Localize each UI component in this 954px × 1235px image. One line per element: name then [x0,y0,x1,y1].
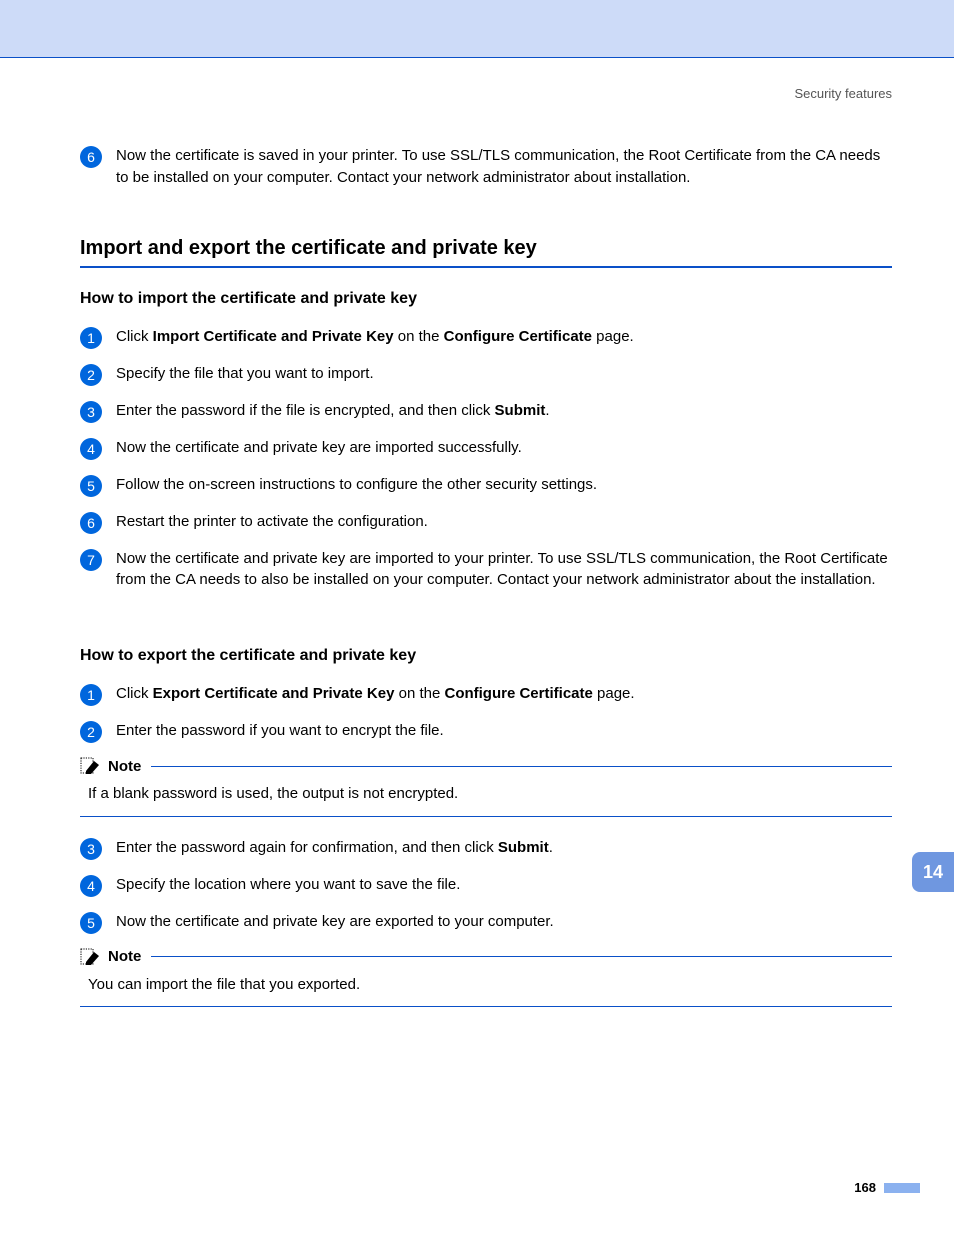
step-text: Enter the password if you want to encryp… [116,720,444,742]
step-number-bullet: 4 [80,875,102,897]
step-row: 5 Now the certificate and private key are… [80,911,892,934]
step-row: 3 Enter the password if the file is encry… [80,400,892,423]
note-icon [80,757,102,775]
page-number: 168 [854,1180,876,1195]
step-row: 2 Specify the file that you want to impor… [80,363,892,386]
step-text: Restart the printer to activate the conf… [116,511,428,533]
step-row: 7 Now the certificate and private key are… [80,548,892,592]
step-row: 2 Enter the password if you want to encry… [80,720,892,743]
note-rule [151,956,892,957]
step-text: Now the certificate and private key are … [116,437,522,459]
step-number-bullet: 6 [80,146,102,168]
step-row: 3 Enter the password again for confirmati… [80,837,892,860]
note-rule [151,766,892,767]
step-number-bullet: 2 [80,721,102,743]
import-steps-list: 1 Click Import Certificate and Private Ke… [80,326,892,592]
header-section-label: Security features [80,86,892,101]
step-text: Now the certificate and private key are … [116,911,554,933]
page-content: Security features 6 Now the certificate … [0,58,954,1067]
note-body: You can import the file that you exporte… [80,974,892,1007]
section-heading: Import and export the certificate and pr… [80,237,892,268]
step-number-bullet: 5 [80,475,102,497]
step-number-bullet: 4 [80,438,102,460]
step-text: Click Import Certificate and Private Key… [116,326,634,348]
import-subheading: How to import the certificate and privat… [80,290,892,308]
note-block-1: Note If a blank password is used, the ou… [80,757,892,817]
step-text: Enter the password if the file is encryp… [116,400,550,422]
step-number-bullet: 6 [80,512,102,534]
step-row: 5 Follow the on-screen instructions to co… [80,474,892,497]
step-number-bullet: 1 [80,327,102,349]
note-body: If a blank password is used, the output … [80,783,892,816]
step-row: 1 Click Export Certificate and Private Ke… [80,683,892,706]
footer-bar [884,1183,920,1193]
step-number-bullet: 3 [80,401,102,423]
step-text: Specify the location where you want to s… [116,874,460,896]
note-label: Note [108,948,141,965]
note-icon [80,948,102,966]
note-bottom-rule [80,816,892,817]
step-row: 1 Click Import Certificate and Private Ke… [80,326,892,349]
step-text: Enter the password again for confirmatio… [116,837,553,859]
export-steps-list-b: 3 Enter the password again for confirmati… [80,837,892,934]
step-number-bullet: 2 [80,364,102,386]
export-steps-list-a: 1 Click Export Certificate and Private Ke… [80,683,892,743]
step-number-bullet: 7 [80,549,102,571]
step-text: Specify the file that you want to import… [116,363,374,385]
step-number-bullet: 3 [80,838,102,860]
note-label: Note [108,758,141,775]
step-text: Follow the on-screen instructions to con… [116,474,597,496]
step-number-bullet: 5 [80,912,102,934]
step-text: Now the certificate is saved in your pri… [116,145,892,189]
note-block-2: Note You can import the file that you ex… [80,948,892,1008]
step-text: Click Export Certificate and Private Key… [116,683,635,705]
page-footer: 168 [0,1180,954,1195]
step-number-bullet: 1 [80,684,102,706]
top-band [0,0,954,58]
step-row: 4 Specify the location where you want to … [80,874,892,897]
note-bottom-rule [80,1006,892,1007]
step-row: 4 Now the certificate and private key are… [80,437,892,460]
step-row: 6 Restart the printer to activate the con… [80,511,892,534]
intro-step: 6 Now the certificate is saved in your p… [80,145,892,189]
step-text: Now the certificate and private key are … [116,548,892,592]
export-subheading: How to export the certificate and privat… [80,647,892,665]
chapter-tab: 14 [912,852,954,892]
